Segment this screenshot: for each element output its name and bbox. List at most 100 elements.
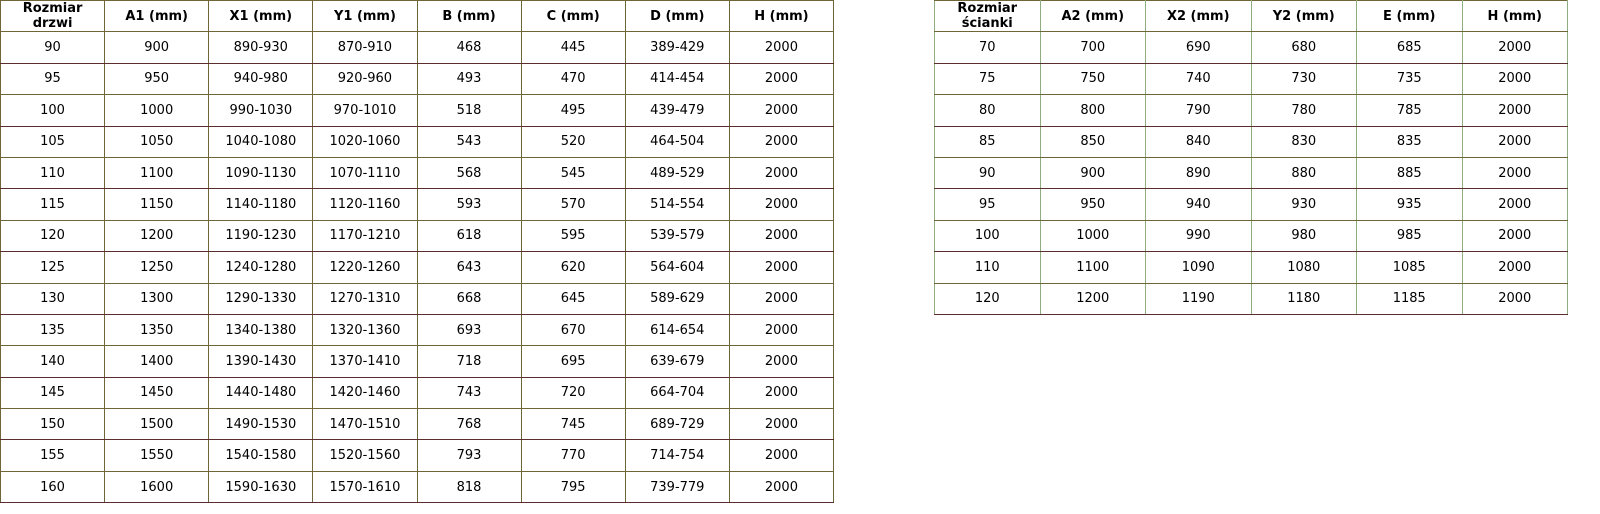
table-cell: 2000	[728, 94, 835, 127]
table-cell: 470	[520, 62, 626, 96]
table-cell: 614-654	[624, 313, 730, 347]
table-cell: 850	[1039, 125, 1146, 158]
table-cell: 468	[416, 31, 522, 64]
table-cell: 2000	[1461, 94, 1568, 127]
table-cell: 885	[1356, 156, 1463, 190]
table-cell: 785	[1356, 94, 1463, 127]
column-header: D (mm)	[624, 0, 730, 33]
table-row: 100 1000 990-1030 970-1010 518 495 439-479 2000	[0, 94, 835, 127]
table-cell: 100	[0, 94, 106, 127]
table-row: 110 1100 1090-1130 1070-1110 568 545 489-529 20…	[0, 156, 835, 190]
table-cell: 414-454	[624, 62, 730, 96]
table-cell: 1080	[1250, 251, 1357, 284]
table-cell: 80	[934, 94, 1041, 127]
column-header: Rozmiar drzwi	[0, 0, 106, 33]
table-cell: 2000	[1461, 251, 1568, 284]
table-cell: 100	[934, 219, 1041, 253]
table-cell: 1190-1230	[208, 219, 314, 253]
table-cell: 95	[934, 188, 1041, 221]
table-cell: 2000	[728, 31, 835, 64]
table-cell: 1085	[1356, 251, 1463, 284]
table-cell: 1050	[104, 125, 210, 158]
table-cell: 740	[1145, 62, 1252, 96]
table-cell: 1300	[104, 282, 210, 315]
table-row: 140 1400 1390-1430 1370-1410 718 695 639-679 20…	[0, 345, 835, 378]
table-cell: 793	[416, 439, 522, 472]
column-header: H (mm)	[728, 0, 835, 33]
table-row: 115 1150 1140-1180 1120-1160 593 570 514-554 20…	[0, 188, 835, 221]
table-cell: 700	[1039, 31, 1146, 64]
table-cell: 714-754	[624, 439, 730, 472]
table-cell: 2000	[1461, 125, 1568, 158]
table-row: 155 1550 1540-1580 1520-1560 793 770 714-754 20…	[0, 439, 835, 472]
column-header: Y1 (mm)	[312, 0, 418, 33]
table-cell: 818	[416, 470, 522, 504]
table-cell: 140	[0, 345, 106, 378]
table-cell: 920-960	[312, 62, 418, 96]
table-cell: 1500	[104, 408, 210, 441]
table-cell: 1540-1580	[208, 439, 314, 472]
table-cell: 1170-1210	[312, 219, 418, 253]
table-row: 90 900 890 880 885 2000	[934, 156, 1568, 190]
table-cell: 1270-1310	[312, 282, 418, 315]
table-row: 105 1050 1040-1080 1020-1060 543 520 464-504 20…	[0, 125, 835, 158]
table-cell: 85	[934, 125, 1041, 158]
table-cell: 2000	[728, 470, 835, 504]
table-cell: 689-729	[624, 408, 730, 441]
table-cell: 90	[0, 31, 106, 64]
table-row: 120 1200 1190-1230 1170-1210 618 595 539-579 20…	[0, 219, 835, 253]
table-cell: 1100	[104, 156, 210, 190]
table-cell: 1200	[104, 219, 210, 253]
table-cell: 990	[1145, 219, 1252, 253]
table-cell: 900	[1039, 156, 1146, 190]
table-cell: 95	[0, 62, 106, 96]
table-cell: 75	[934, 62, 1041, 96]
table-cell: 1000	[1039, 219, 1146, 253]
table-cell: 1090-1130	[208, 156, 314, 190]
table-cell: 1220-1260	[312, 251, 418, 284]
table-cell: 495	[520, 94, 626, 127]
table-row: 130 1300 1290-1330 1270-1310 668 645 589-629 20…	[0, 282, 835, 315]
table-row: 90 900 890-930 870-910 468 445 389-429 2000	[0, 31, 835, 64]
table-cell: 2000	[728, 408, 835, 441]
column-header: B (mm)	[416, 0, 522, 33]
table-cell: 1550	[104, 439, 210, 472]
table-cell: 680	[1250, 31, 1357, 64]
table-cell: 1090	[1145, 251, 1252, 284]
column-header: A1 (mm)	[104, 0, 210, 33]
table-cell: 735	[1356, 62, 1463, 96]
table-row: 80 800 790 780 785 2000	[934, 94, 1568, 127]
table-cell: 800	[1039, 94, 1146, 127]
table-cell: 950	[1039, 188, 1146, 221]
table-cell: 664-704	[624, 376, 730, 410]
header-row: Rozmiar drzwi A1 (mm) X1 (mm) Y1 (mm) B (mm)…	[0, 0, 835, 33]
table-row: 95 950 940 930 935 2000	[934, 188, 1568, 221]
table-cell: 110	[934, 251, 1041, 284]
table-cell: 750	[1039, 62, 1146, 96]
column-header: A2 (mm)	[1039, 0, 1146, 33]
table-cell: 1000	[104, 94, 210, 127]
table-cell: 880	[1250, 156, 1357, 190]
table-cell: 990-1030	[208, 94, 314, 127]
table-cell: 589-629	[624, 282, 730, 315]
table-cell: 2000	[1461, 62, 1568, 96]
table-cell: 2000	[728, 282, 835, 315]
table-cell: 950	[104, 62, 210, 96]
table-cell: 935	[1356, 188, 1463, 221]
table-cell: 1440-1480	[208, 376, 314, 410]
column-header: Y2 (mm)	[1250, 0, 1357, 33]
table-cell: 1200	[1039, 282, 1146, 315]
table-cell: 985	[1356, 219, 1463, 253]
table-cell: 693	[416, 313, 522, 347]
table-cell: 1250	[104, 251, 210, 284]
table-cell: 2000	[728, 62, 835, 96]
table-cell: 890-930	[208, 31, 314, 64]
table-cell: 890	[1145, 156, 1252, 190]
table-cell: 120	[0, 219, 106, 253]
table-cell: 1180	[1250, 282, 1357, 315]
table-cell: 2000	[1461, 31, 1568, 64]
table-cell: 1470-1510	[312, 408, 418, 441]
table-cell: 739-779	[624, 470, 730, 504]
table-cell: 668	[416, 282, 522, 315]
table-cell: 690	[1145, 31, 1252, 64]
